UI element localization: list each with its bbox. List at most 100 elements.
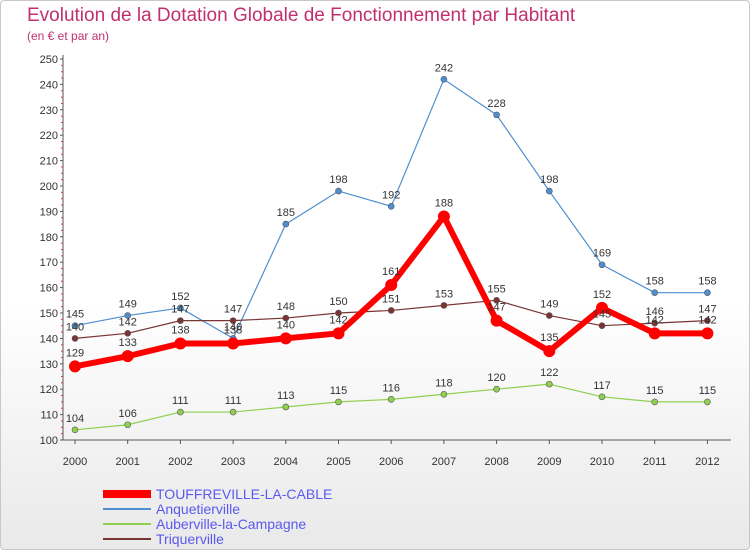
data-point (493, 296, 500, 304)
data-label: 140 (66, 321, 84, 333)
y-tick-label: 230 (40, 105, 58, 117)
data-point (177, 408, 184, 416)
data-point (124, 421, 131, 429)
y-tick-label: 250 (40, 54, 58, 66)
data-point (174, 337, 187, 350)
data-point (69, 360, 81, 373)
x-tick-label: 2000 (63, 456, 87, 468)
data-label: 142 (698, 314, 716, 326)
data-label: 113 (277, 390, 295, 402)
data-label: 140 (224, 321, 242, 333)
data-label: 115 (699, 385, 717, 397)
x-tick-label: 2007 (432, 456, 456, 468)
y-tick-label: 200 (40, 181, 58, 193)
y-tick-label: 160 (40, 283, 58, 295)
y-tick-label: 220 (40, 130, 58, 142)
data-point (440, 76, 448, 83)
y-tick-label: 190 (40, 206, 58, 218)
data-point (545, 187, 553, 195)
data-label: 145 (66, 309, 84, 321)
data-point (282, 403, 290, 411)
legend: TOUFFREVILLE-LA-CABLEAnquetiervilleAuber… (103, 486, 332, 547)
data-label: 147 (224, 304, 242, 316)
data-label: 117 (593, 380, 611, 392)
x-tick-label: 2009 (537, 456, 561, 468)
data-label: 106 (119, 408, 137, 420)
data-label: 158 (698, 276, 716, 288)
series-line-0 (74, 213, 708, 370)
data-label: 118 (435, 377, 453, 389)
data-point (490, 314, 503, 327)
x-tick-label: 2011 (643, 456, 667, 468)
y-tick-label: 150 (40, 308, 58, 320)
data-label: 150 (329, 296, 347, 308)
data-label: 198 (540, 174, 558, 186)
data-point (279, 332, 292, 345)
data-label: 198 (329, 174, 347, 186)
chart-subtitle: (en € et par an) (27, 29, 110, 43)
x-tick-label: 2003 (221, 456, 245, 468)
data-point (124, 330, 131, 337)
x-tick-label: 2004 (274, 456, 298, 468)
data-point (335, 309, 342, 317)
y-tick-label: 130 (40, 359, 58, 371)
data-point (704, 289, 711, 296)
data-point (651, 319, 659, 327)
data-label: 242 (435, 62, 453, 74)
legend-label: Triquerville (156, 531, 224, 547)
legend-label: TOUFFREVILLE-LA-CABLE (156, 486, 332, 502)
data-label: 138 (224, 324, 242, 336)
data-point (124, 312, 131, 319)
data-label: 116 (382, 382, 400, 394)
data-label: 145 (593, 309, 611, 321)
data-point (545, 380, 553, 388)
data-label: 158 (646, 276, 664, 288)
data-point (229, 317, 237, 324)
data-label: 115 (646, 385, 664, 397)
x-tick-label: 2012 (695, 456, 719, 468)
y-tick-label: 240 (40, 79, 58, 91)
y-tick-label: 210 (40, 156, 58, 168)
series-line-3 (74, 299, 708, 339)
data-label: 142 (646, 314, 664, 326)
data-point (177, 304, 184, 312)
data-point (648, 327, 661, 340)
data-label: 147 (487, 302, 505, 314)
data-label: 129 (66, 347, 84, 359)
legend-label: Auberville-la-Campagne (156, 516, 306, 532)
data-label: 111 (172, 395, 189, 407)
data-label: 192 (382, 189, 400, 201)
data-label: 142 (119, 316, 137, 328)
y-tick-label: 140 (40, 333, 58, 345)
data-label: 185 (277, 207, 295, 219)
data-point (437, 210, 450, 223)
data-point (598, 322, 606, 330)
x-tick-label: 2010 (590, 456, 614, 468)
y-tick-label: 170 (40, 257, 58, 269)
data-point (598, 261, 606, 269)
legend-label: Anquetierville (156, 501, 240, 517)
data-point (440, 390, 448, 398)
data-point (440, 302, 448, 309)
data-point (121, 350, 134, 363)
data-point (71, 335, 79, 342)
data-label: 111 (225, 395, 242, 407)
y-tick-label: 110 (40, 410, 58, 422)
data-point (229, 408, 237, 416)
data-point (543, 345, 556, 358)
data-point (385, 279, 398, 292)
data-point (493, 111, 500, 119)
data-label: 135 (540, 332, 558, 344)
data-point (651, 398, 659, 406)
data-label: 115 (330, 385, 348, 397)
axes: 100 110 120 130 140 150 160 170 180 190 200 210 220 2… (40, 54, 731, 468)
data-point (545, 312, 553, 319)
data-label: 188 (435, 197, 453, 209)
data-label: 120 (487, 372, 505, 384)
series-layer (69, 76, 714, 434)
data-point (704, 317, 711, 324)
data-label: 169 (593, 248, 611, 260)
data-point (701, 327, 714, 340)
data-label: 152 (171, 291, 189, 303)
data-point (177, 317, 184, 324)
